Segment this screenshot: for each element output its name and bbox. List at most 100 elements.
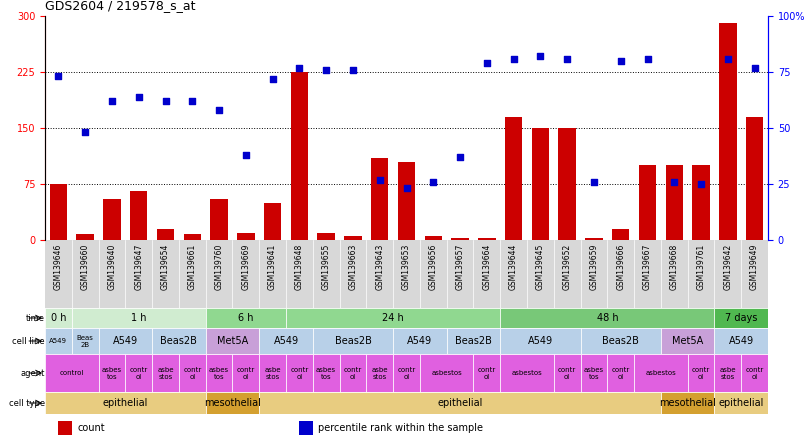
- Text: epithelial: epithelial: [103, 398, 148, 408]
- Text: 6 h: 6 h: [238, 313, 254, 323]
- Bar: [344, 236, 361, 240]
- Text: GSM139663: GSM139663: [348, 243, 357, 290]
- Point: [534, 53, 547, 60]
- Text: time: time: [26, 313, 45, 322]
- Point: [373, 176, 386, 183]
- Point: [159, 98, 172, 105]
- Bar: [58, 421, 72, 435]
- Bar: [72, 328, 99, 354]
- Bar: [714, 392, 768, 414]
- Text: mesothelial: mesothelial: [204, 398, 261, 408]
- Text: contr
ol: contr ol: [612, 366, 630, 380]
- Point: [105, 98, 118, 105]
- Bar: [501, 354, 554, 392]
- Bar: [714, 308, 768, 328]
- Point: [132, 93, 145, 100]
- Text: GSM139648: GSM139648: [295, 243, 304, 289]
- Bar: [612, 229, 629, 240]
- Bar: [72, 308, 206, 328]
- Text: contr
ol: contr ol: [290, 366, 309, 380]
- Text: GSM139653: GSM139653: [402, 243, 411, 290]
- Point: [239, 151, 252, 159]
- Text: Beas2B: Beas2B: [455, 336, 492, 346]
- Text: 7 days: 7 days: [725, 313, 757, 323]
- Point: [561, 55, 573, 62]
- Bar: [318, 233, 335, 240]
- Bar: [259, 392, 661, 414]
- Point: [185, 98, 198, 105]
- Point: [427, 178, 440, 185]
- Bar: [741, 354, 768, 392]
- Bar: [45, 308, 72, 328]
- Bar: [446, 328, 501, 354]
- Bar: [398, 162, 416, 240]
- Text: GSM139649: GSM139649: [750, 243, 759, 290]
- Text: epithelial: epithelial: [718, 398, 764, 408]
- Bar: [554, 354, 581, 392]
- Text: Met5A: Met5A: [217, 336, 248, 346]
- Text: contr
ol: contr ol: [130, 366, 148, 380]
- Point: [480, 59, 493, 67]
- Text: asbestos: asbestos: [646, 370, 676, 376]
- Bar: [286, 308, 501, 328]
- Text: A549: A549: [49, 338, 67, 344]
- Text: contr
ol: contr ol: [745, 366, 764, 380]
- Bar: [45, 354, 99, 392]
- Bar: [693, 165, 710, 240]
- Text: GSM139761: GSM139761: [697, 243, 706, 289]
- Text: asbestos: asbestos: [512, 370, 543, 376]
- Text: GSM139641: GSM139641: [268, 243, 277, 289]
- Point: [400, 185, 413, 192]
- Point: [347, 66, 360, 73]
- Text: agent: agent: [20, 369, 45, 377]
- Bar: [103, 199, 121, 240]
- Bar: [179, 354, 206, 392]
- Text: GSM139654: GSM139654: [161, 243, 170, 290]
- Point: [695, 180, 708, 187]
- Text: contr
ol: contr ol: [692, 366, 710, 380]
- Bar: [608, 354, 634, 392]
- Bar: [666, 165, 683, 240]
- Bar: [300, 421, 313, 435]
- Text: Beas2B: Beas2B: [603, 336, 639, 346]
- Bar: [130, 191, 147, 240]
- Text: contr
ol: contr ol: [183, 366, 202, 380]
- Bar: [99, 328, 152, 354]
- Text: percentile rank within the sample: percentile rank within the sample: [318, 423, 483, 433]
- Bar: [237, 233, 254, 240]
- Text: asbe
stos: asbe stos: [719, 366, 736, 380]
- Bar: [746, 117, 763, 240]
- Point: [293, 64, 306, 71]
- Text: GSM139659: GSM139659: [590, 243, 599, 290]
- Bar: [586, 238, 603, 240]
- Bar: [126, 354, 152, 392]
- Text: GSM139657: GSM139657: [455, 243, 465, 290]
- Text: control: control: [60, 370, 84, 376]
- Bar: [259, 354, 286, 392]
- Point: [454, 154, 467, 161]
- Text: GSM139646: GSM139646: [54, 243, 63, 290]
- Point: [614, 57, 627, 64]
- Text: Beas2B: Beas2B: [160, 336, 198, 346]
- Bar: [366, 354, 393, 392]
- Bar: [206, 308, 286, 328]
- Bar: [206, 354, 232, 392]
- Text: GSM139667: GSM139667: [643, 243, 652, 290]
- Text: A549: A549: [407, 336, 433, 346]
- Bar: [76, 234, 94, 240]
- Bar: [581, 328, 661, 354]
- Bar: [206, 392, 259, 414]
- Bar: [424, 236, 442, 240]
- Point: [507, 55, 520, 62]
- Bar: [291, 72, 308, 240]
- Text: GSM139647: GSM139647: [134, 243, 143, 290]
- Text: GSM139645: GSM139645: [536, 243, 545, 290]
- Bar: [313, 354, 339, 392]
- Text: Met5A: Met5A: [672, 336, 703, 346]
- Text: asbe
stos: asbe stos: [157, 366, 174, 380]
- Bar: [264, 202, 281, 240]
- Point: [320, 66, 333, 73]
- Bar: [661, 392, 714, 414]
- Point: [587, 178, 600, 185]
- Bar: [634, 354, 688, 392]
